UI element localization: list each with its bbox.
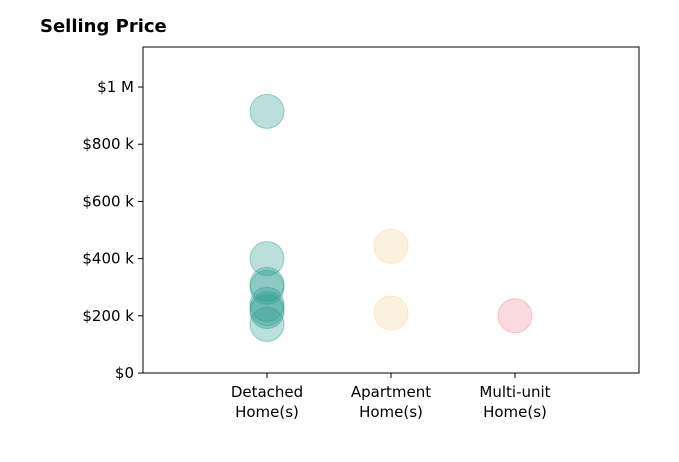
- data-point: [249, 266, 285, 302]
- data-point: [249, 241, 285, 277]
- y-tick-label: $200 k: [82, 307, 134, 325]
- chart-title: Selling Price: [40, 16, 167, 37]
- y-tick-label: $800 k: [82, 135, 134, 153]
- data-point: [249, 294, 285, 330]
- y-tick-label: $1 M: [97, 78, 134, 96]
- data-point: [249, 286, 285, 322]
- data-point: [373, 295, 409, 331]
- y-tick-label: $0: [115, 364, 134, 382]
- y-tick-label: $400 k: [82, 250, 134, 268]
- x-tick-label: Apartment Home(s): [351, 383, 431, 421]
- data-point: [497, 298, 533, 334]
- x-tick-label: Multi-unit Home(s): [479, 383, 550, 421]
- data-point: [249, 93, 285, 129]
- x-tick-label: Detached Home(s): [231, 383, 303, 421]
- y-tick-label: $600 k: [82, 192, 134, 210]
- data-point: [249, 306, 285, 342]
- data-point: [249, 291, 285, 327]
- data-point: [373, 228, 409, 264]
- data-point: [249, 269, 285, 305]
